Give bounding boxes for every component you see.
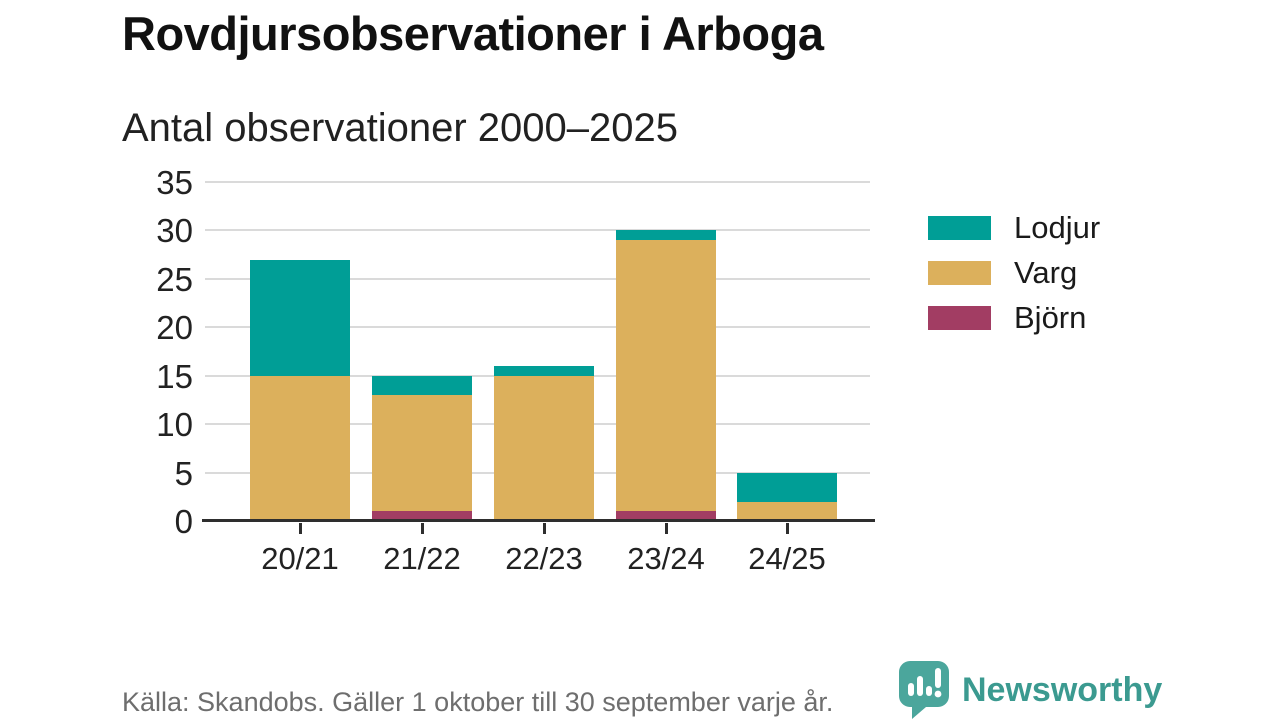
y-axis-label-30: 30 — [156, 212, 193, 250]
gridline-y-25 — [205, 277, 870, 280]
newsworthy-logo: Newsworthy — [898, 660, 1162, 720]
brand-wordmark: Newsworthy — [962, 671, 1163, 709]
y-axis-label-25: 25 — [156, 260, 193, 298]
bar-segment-björn-21-22 — [372, 511, 472, 521]
x-axis-tick-22-23 — [542, 523, 546, 534]
y-axis-label-20: 20 — [156, 309, 193, 347]
bar-segment-varg-24-25 — [737, 501, 837, 521]
y-axis-label-35: 35 — [156, 164, 193, 201]
legend-item-björn: Björn — [928, 300, 1100, 335]
bar-segment-lodjur-21-22 — [372, 375, 472, 396]
legend-item-varg: Varg — [928, 255, 1100, 290]
legend-swatch-lodjur — [928, 216, 991, 240]
x-axis-label-23-24: 23/24 — [627, 541, 705, 576]
bar-segment-varg-20-21 — [250, 375, 350, 521]
bar-segment-varg-22-23 — [494, 375, 594, 521]
x-axis-tick-23-24 — [664, 523, 668, 534]
x-axis-label-22-23: 22/23 — [505, 541, 583, 576]
legend-label-lodjur: Lodjur — [1014, 210, 1101, 245]
bar-segment-varg-21-22 — [372, 395, 472, 512]
gridline-y-20 — [205, 326, 870, 329]
x-axis-label-20-21: 20/21 — [261, 541, 339, 576]
x-axis-label-24-25: 24/25 — [748, 541, 826, 576]
x-axis-tick-24-25 — [785, 523, 789, 534]
legend-swatch-varg — [928, 261, 991, 285]
legend-label-björn: Björn — [1014, 300, 1087, 335]
source-note: Källa: Skandobs. Gäller 1 oktober till 3… — [122, 687, 834, 717]
x-axis-tick-21-22 — [420, 523, 424, 534]
bar-segment-lodjur-20-21 — [250, 259, 350, 376]
gridline-y-35 — [205, 181, 870, 183]
legend: Lodjur Varg Björn — [928, 210, 1100, 351]
bar-segment-lodjur-24-25 — [737, 472, 837, 502]
legend-item-lodjur: Lodjur — [928, 210, 1100, 245]
chart-title: Rovdjursobservationer i Arboga — [122, 7, 824, 60]
x-axis-line — [202, 519, 875, 522]
legend-label-varg: Varg — [1014, 255, 1078, 290]
gridline-y-30 — [205, 229, 870, 232]
bar-segment-lodjur-22-23 — [494, 366, 594, 376]
y-axis-label-0: 0 — [174, 503, 193, 540]
legend-swatch-björn — [928, 306, 991, 330]
y-axis-label-5: 5 — [174, 454, 193, 492]
newsworthy-bubble-chart-icon — [899, 661, 949, 719]
y-axis-label-15: 15 — [156, 357, 193, 395]
x-axis-label-21-22: 21/22 — [383, 541, 461, 576]
bar-segment-lodjur-23-24 — [616, 230, 716, 241]
bar-segment-varg-23-24 — [616, 240, 716, 512]
y-axis-label-10: 10 — [156, 406, 193, 444]
bar-segment-björn-23-24 — [616, 511, 716, 521]
plot-area: 0 5 10 15 20 25 30 35 20/21 21/22 22/23 23/24 24/25 — [156, 166, 875, 576]
chart-subtitle: Antal observationer 2000–2025 — [122, 106, 678, 150]
x-axis-tick-20-21 — [298, 523, 302, 534]
